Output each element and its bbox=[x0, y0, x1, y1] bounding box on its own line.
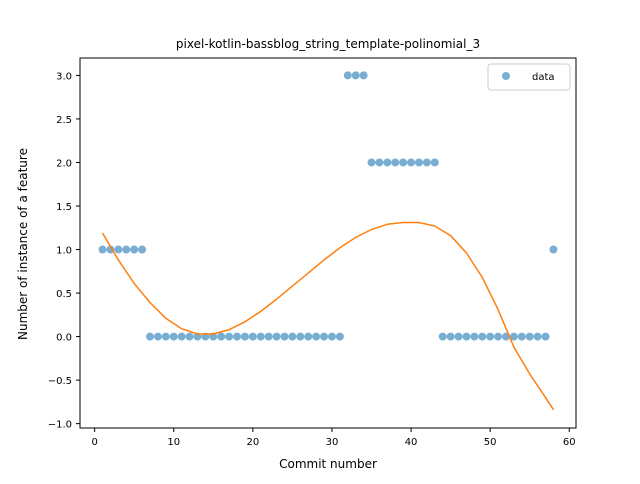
y-axis: −1.0 −0.5 0.0 0.5 1.0 1.5 2.0 2.5 3.0 bbox=[48, 71, 80, 431]
legend-frame bbox=[487, 63, 571, 91]
data-point bbox=[335, 332, 344, 341]
data-point bbox=[98, 245, 107, 254]
legend-marker-data bbox=[502, 72, 510, 80]
x-tick-label: 20 bbox=[246, 437, 259, 448]
data-point bbox=[541, 332, 550, 341]
data-point bbox=[462, 332, 471, 341]
data-point bbox=[525, 332, 534, 341]
y-tick-label: 1.0 bbox=[56, 246, 72, 257]
data-point bbox=[161, 332, 170, 341]
data-point bbox=[304, 332, 313, 341]
data-point bbox=[494, 332, 503, 341]
data-point bbox=[185, 332, 194, 341]
data-point bbox=[343, 71, 352, 80]
data-point bbox=[122, 245, 131, 254]
y-tick-label: −1.0 bbox=[48, 420, 72, 431]
data-point bbox=[478, 332, 487, 341]
data-point bbox=[383, 158, 392, 167]
x-tick-label: 40 bbox=[405, 437, 418, 448]
polynomial-fit-line bbox=[101, 221, 555, 411]
data-point bbox=[414, 158, 423, 167]
data-point bbox=[264, 332, 273, 341]
y-tick-label: 0.5 bbox=[56, 289, 72, 300]
data-point bbox=[272, 332, 281, 341]
data-point bbox=[375, 158, 384, 167]
data-point bbox=[217, 332, 226, 341]
data-point bbox=[486, 332, 495, 341]
data-point bbox=[454, 332, 463, 341]
axes-frame bbox=[79, 57, 577, 429]
y-axis-label: Number of instance of a feature bbox=[16, 148, 30, 340]
data-point bbox=[280, 332, 289, 341]
y-tick-label: 3.0 bbox=[56, 71, 72, 82]
data-point bbox=[256, 332, 265, 341]
x-axis: 0 10 20 30 40 50 60 bbox=[91, 428, 576, 448]
plot-area bbox=[98, 71, 558, 411]
y-tick-label: 1.5 bbox=[56, 202, 72, 213]
data-point bbox=[407, 158, 416, 167]
data-point bbox=[138, 245, 147, 254]
data-point bbox=[399, 158, 408, 167]
data-point bbox=[296, 332, 305, 341]
data-point bbox=[233, 332, 242, 341]
x-tick-label: 10 bbox=[167, 437, 180, 448]
data-point bbox=[430, 158, 439, 167]
data-point bbox=[106, 245, 115, 254]
data-point bbox=[533, 332, 542, 341]
x-tick-label: 50 bbox=[484, 437, 497, 448]
legend: data bbox=[487, 63, 571, 91]
data-point bbox=[114, 245, 123, 254]
y-tick-label: 0.0 bbox=[56, 333, 72, 344]
data-point bbox=[177, 332, 186, 341]
data-point bbox=[470, 332, 479, 341]
legend-label-data: data bbox=[532, 72, 555, 83]
data-point bbox=[438, 332, 447, 341]
data-point bbox=[248, 332, 257, 341]
x-tick-label: 60 bbox=[563, 437, 576, 448]
y-tick-label: −0.5 bbox=[48, 376, 72, 387]
data-point bbox=[240, 332, 249, 341]
data-point bbox=[367, 158, 376, 167]
data-point bbox=[320, 332, 329, 341]
data-point bbox=[391, 158, 400, 167]
y-tick-label: 2.5 bbox=[56, 115, 72, 126]
chart-title: pixel-kotlin-bassblog_string_template-po… bbox=[176, 37, 480, 51]
data-point bbox=[517, 332, 526, 341]
data-point bbox=[146, 332, 155, 341]
x-tick-label: 0 bbox=[91, 437, 97, 448]
data-point bbox=[446, 332, 455, 341]
data-point bbox=[130, 245, 139, 254]
data-point bbox=[153, 332, 162, 341]
data-point bbox=[312, 332, 321, 341]
data-point bbox=[549, 245, 558, 254]
data-point bbox=[351, 71, 360, 80]
x-axis-label: Commit number bbox=[279, 457, 377, 471]
data-point bbox=[359, 71, 368, 80]
data-point bbox=[422, 158, 431, 167]
y-tick-label: 2.0 bbox=[56, 158, 72, 169]
data-point bbox=[169, 332, 178, 341]
x-tick-label: 30 bbox=[326, 437, 339, 448]
data-point bbox=[288, 332, 297, 341]
data-point bbox=[327, 332, 336, 341]
data-point bbox=[225, 332, 234, 341]
data-point bbox=[509, 332, 518, 341]
